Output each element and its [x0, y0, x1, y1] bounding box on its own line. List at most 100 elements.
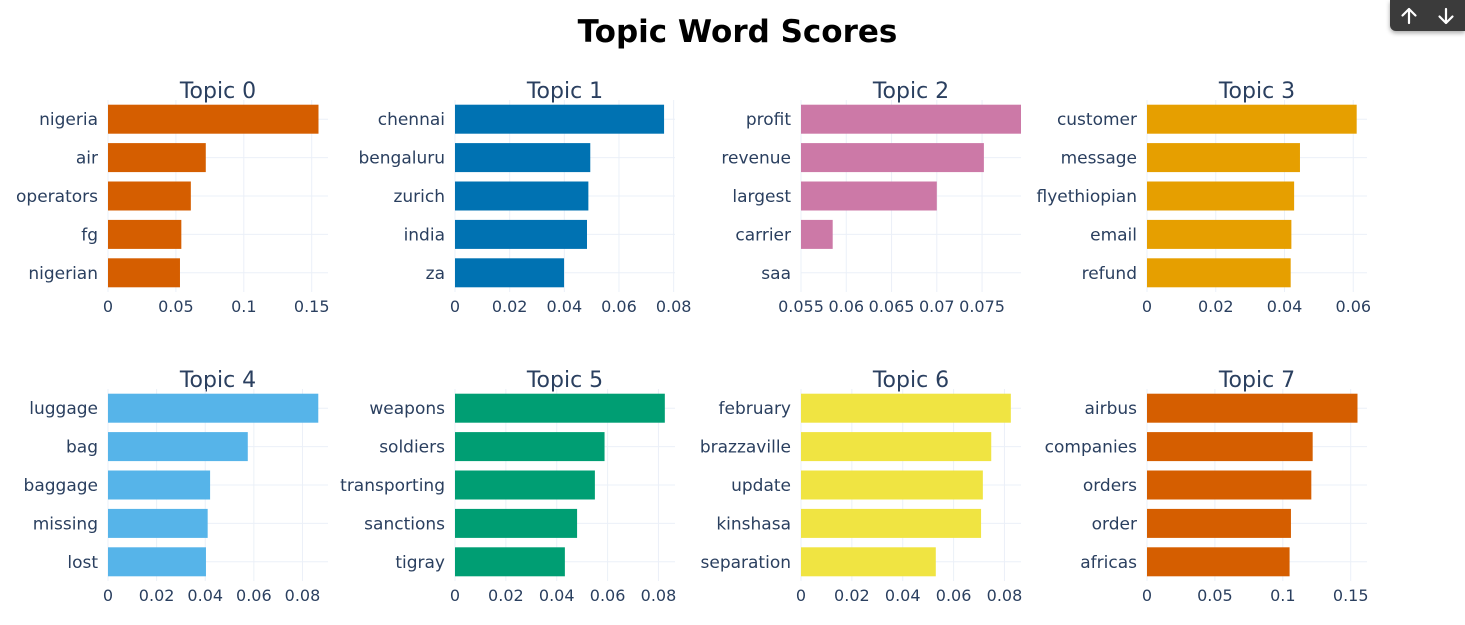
- x-tick-label: 0.04: [547, 297, 583, 316]
- x-tick-label: 0.15: [294, 297, 330, 316]
- bar-tigray[interactable]: [455, 547, 565, 577]
- category-label: air: [76, 149, 98, 169]
- bar-refund[interactable]: [1147, 258, 1291, 288]
- x-tick-label: 0.08: [285, 586, 321, 605]
- topic-chart-0: Topic 0 nigeria air operators fg nigerian 0 0.0…: [16, 79, 330, 316]
- x-tick-label: 0.02: [1198, 297, 1234, 316]
- bar-profit[interactable]: [801, 104, 1021, 134]
- category-label: chennai: [378, 110, 445, 130]
- x-tick-label: 0.1: [1270, 586, 1295, 605]
- bar-zurich[interactable]: [455, 181, 589, 211]
- bar-airbus[interactable]: [1147, 393, 1358, 423]
- category-label: india: [404, 225, 445, 245]
- topic-chart-3: Topic 3 customer message flyethiopian email r…: [1037, 79, 1372, 316]
- category-label: baggage: [24, 476, 98, 496]
- subplot-title: Topic 1: [526, 79, 603, 104]
- category-label: companies: [1045, 438, 1137, 458]
- category-label: luggage: [29, 399, 98, 419]
- category-label: separation: [701, 553, 792, 573]
- x-tick-label: 0.055: [778, 297, 824, 316]
- bar-operators[interactable]: [108, 181, 191, 211]
- bar-flyethiopian[interactable]: [1147, 181, 1295, 211]
- x-tick-label: 0.08: [641, 586, 677, 605]
- subplot-title: Topic 3: [1218, 79, 1295, 104]
- bar-separation[interactable]: [801, 547, 936, 577]
- bar-carrier[interactable]: [801, 219, 833, 249]
- x-tick-label: 0.07: [919, 297, 955, 316]
- bar-lost[interactable]: [108, 547, 206, 577]
- bar-chennai[interactable]: [455, 104, 665, 134]
- bar-weapons[interactable]: [455, 393, 665, 423]
- bar-luggage[interactable]: [108, 393, 319, 423]
- category-label: za: [426, 264, 445, 284]
- bar-largest[interactable]: [801, 181, 937, 211]
- topic-chart-7: Topic 7 airbus companies orders order africas…: [1045, 368, 1369, 605]
- x-tick-label: 0.02: [834, 586, 870, 605]
- bar-za[interactable]: [455, 258, 565, 288]
- arrow-down-icon[interactable]: [1431, 2, 1461, 30]
- x-tick-label: 0: [103, 586, 113, 605]
- category-label: zurich: [393, 187, 445, 207]
- category-label: lost: [67, 553, 98, 573]
- topic-chart-5: Topic 5 weapons soldiers transporting sancti…: [340, 368, 676, 605]
- category-label: orders: [1083, 476, 1137, 496]
- category-label: bengaluru: [359, 149, 446, 169]
- bar-brazzaville[interactable]: [801, 432, 992, 462]
- category-label: profit: [746, 110, 792, 130]
- bar-february[interactable]: [801, 393, 1011, 423]
- x-tick-label: 0.06: [590, 586, 626, 605]
- bar-soldiers[interactable]: [455, 432, 605, 462]
- x-tick-label: 0.06: [236, 586, 272, 605]
- bar-revenue[interactable]: [801, 143, 984, 173]
- subplot-title: Topic 0: [179, 79, 256, 104]
- category-label: message: [1061, 149, 1137, 169]
- bar-fg[interactable]: [108, 219, 182, 249]
- x-tick-label: 0.02: [488, 586, 524, 605]
- x-tick-label: 0: [103, 297, 113, 316]
- x-tick-label: 0.05: [158, 297, 194, 316]
- bar-email[interactable]: [1147, 219, 1292, 249]
- bar-air[interactable]: [108, 143, 206, 173]
- category-label: bag: [66, 438, 98, 458]
- bar-india[interactable]: [455, 219, 587, 249]
- bar-orders[interactable]: [1147, 470, 1312, 500]
- bar-bengaluru[interactable]: [455, 143, 591, 173]
- chart-title: Topic Word Scores: [577, 14, 898, 50]
- x-tick-label: 0: [1142, 586, 1152, 605]
- x-tick-label: 0.075: [959, 297, 1005, 316]
- bar-nigerian[interactable]: [108, 258, 180, 288]
- category-label: order: [1092, 514, 1137, 534]
- category-label: soldiers: [379, 438, 445, 458]
- bar-update[interactable]: [801, 470, 983, 500]
- category-label: nigerian: [28, 264, 98, 284]
- category-label: tigray: [395, 553, 445, 573]
- x-tick-label: 0.02: [492, 297, 528, 316]
- x-tick-label: 0.02: [139, 586, 175, 605]
- bar-nigeria[interactable]: [108, 104, 319, 134]
- bar-message[interactable]: [1147, 143, 1300, 173]
- category-label: sanctions: [364, 514, 445, 534]
- category-label: transporting: [340, 476, 445, 496]
- category-label: africas: [1080, 553, 1137, 573]
- category-label: operators: [16, 187, 98, 207]
- bar-missing[interactable]: [108, 508, 208, 538]
- x-tick-label: 0.06: [601, 297, 637, 316]
- bar-customer[interactable]: [1147, 104, 1357, 134]
- bar-kinshasa[interactable]: [801, 508, 982, 538]
- arrow-up-icon[interactable]: [1394, 2, 1424, 30]
- bar-companies[interactable]: [1147, 432, 1313, 462]
- bar-sanctions[interactable]: [455, 508, 578, 538]
- category-label: refund: [1082, 264, 1137, 284]
- x-tick-label: 0.065: [869, 297, 915, 316]
- bar-bag[interactable]: [108, 432, 248, 462]
- x-tick-label: 0.1: [231, 297, 256, 316]
- bar-baggage[interactable]: [108, 470, 211, 500]
- subplot-title: Topic 7: [1218, 368, 1295, 393]
- x-tick-label: 0.06: [1335, 297, 1371, 316]
- bar-transporting[interactable]: [455, 470, 595, 500]
- x-tick-label: 0: [450, 297, 460, 316]
- x-tick-label: 0.04: [539, 586, 575, 605]
- bar-order[interactable]: [1147, 508, 1291, 538]
- bar-africas[interactable]: [1147, 547, 1290, 577]
